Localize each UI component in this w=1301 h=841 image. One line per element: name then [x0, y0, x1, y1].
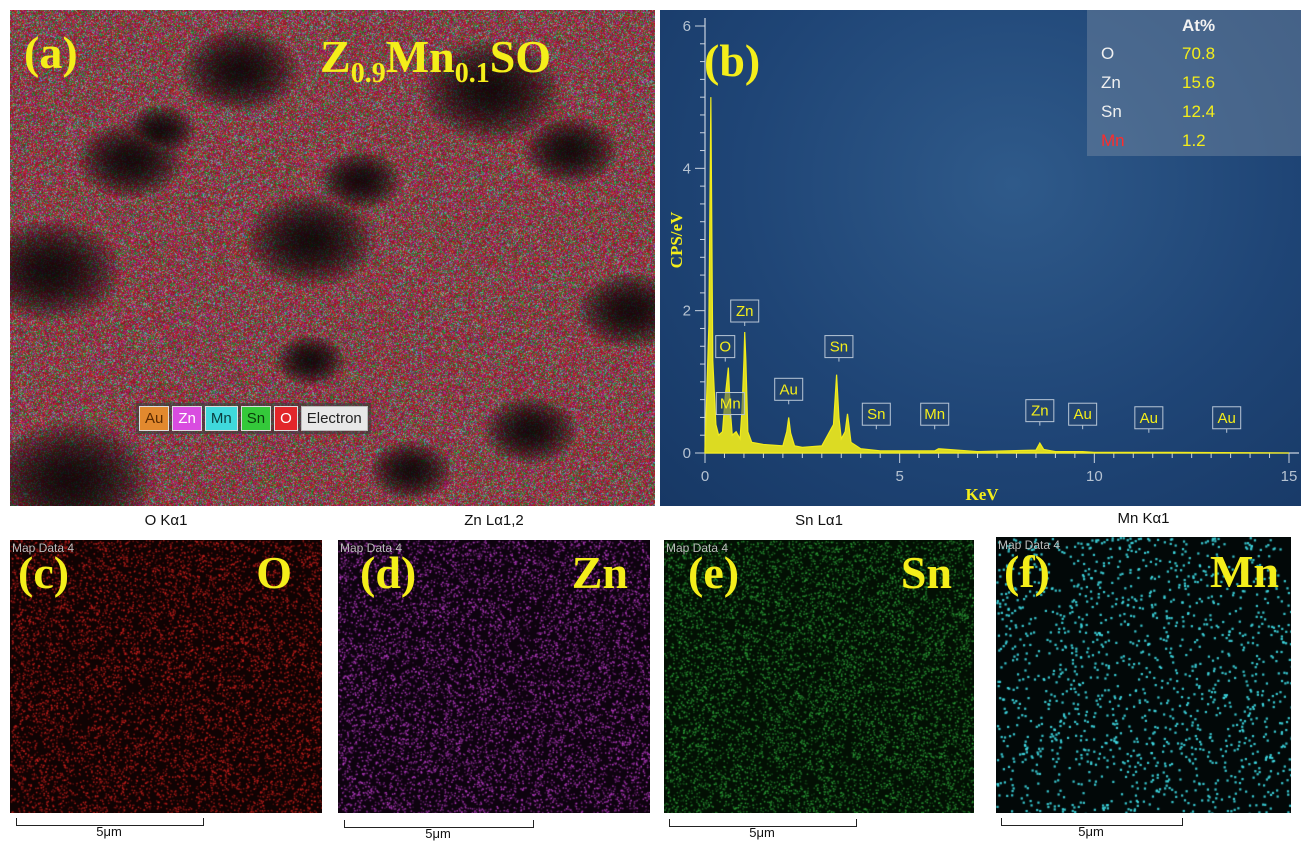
- legend-sn: Sn: [240, 406, 272, 431]
- panel-label-e: (e): [688, 547, 740, 598]
- legend-zn: Zn: [172, 406, 202, 431]
- panel-label-b: (b): [704, 35, 761, 86]
- element-label-zn: Zn: [571, 547, 628, 598]
- table-row-sn-value: 12.4: [1182, 102, 1216, 121]
- atomic-percent-table: At% O 70.8 Zn 15.6 Sn 12.4 Mn 1.2: [1087, 10, 1301, 156]
- svg-text:Au: Au: [1218, 410, 1236, 427]
- formula-sub-2: 0.1: [454, 58, 490, 90]
- svg-text:Au: Au: [1140, 410, 1158, 427]
- svg-text:Zn: Zn: [736, 303, 754, 320]
- map-caption-sn: Sn Lα1: [795, 512, 843, 529]
- svg-text:O: O: [719, 339, 731, 356]
- map-data-label-e: Map Data 4: [666, 541, 729, 555]
- panel-a-map: (a) Z0.9Mn0.1SO Au Zn Mn Sn O Electron: [10, 10, 655, 506]
- x-tick-label: 15: [1281, 468, 1298, 485]
- peak-label-mn: Mn: [715, 392, 745, 419]
- peak-label-au: Au: [1068, 402, 1098, 430]
- svg-text:Au: Au: [780, 381, 798, 398]
- scale-bar-d: [344, 820, 534, 828]
- table-row-o-value: 70.8: [1182, 44, 1216, 63]
- peak-label-sn: Sn: [824, 335, 854, 362]
- svg-text:Zn: Zn: [1031, 403, 1049, 420]
- svg-text:Sn: Sn: [830, 339, 848, 356]
- peak-label-sn: Sn: [861, 402, 891, 430]
- svg-text:Sn: Sn: [867, 406, 885, 423]
- scale-bar-c: [16, 818, 204, 826]
- map-panel-d: Map Data 4 (d) Zn: [338, 540, 650, 813]
- element-label-mn: Mn: [1210, 546, 1279, 597]
- panel-b-spectrum: 0 5 10 15 0 2 4 6 O Zn Mn Au Sn Sn Mn Zn Au Au Au KeV CPS…: [660, 10, 1301, 506]
- table-row-mn-value: 1.2: [1182, 131, 1206, 150]
- y-tick-label: 4: [683, 160, 691, 177]
- scale-bar-e: [669, 819, 857, 827]
- scale-label-f: 5μm: [1078, 824, 1104, 839]
- y-tick-label: 6: [683, 18, 691, 35]
- table-row-zn-element: Zn: [1101, 73, 1121, 92]
- map-data-label-d: Map Data 4: [340, 541, 403, 555]
- legend-electron: Electron: [300, 406, 368, 431]
- table-row-o-element: O: [1101, 44, 1115, 63]
- svg-text:Mn: Mn: [924, 406, 945, 423]
- legend-o: O: [274, 406, 298, 431]
- tin-map-canvas: [664, 540, 974, 813]
- element-label-o: O: [256, 547, 292, 598]
- map-panel-c: (c) O: [10, 540, 322, 813]
- peak-label-au: Au: [774, 377, 804, 405]
- x-tick-label: 0: [701, 468, 709, 485]
- map-caption-mn: Mn Kα1: [1117, 510, 1170, 527]
- panel-label-a: (a): [24, 27, 78, 78]
- eds-spectrum-chart: 0 5 10 15 0 2 4 6 O Zn Mn Au Sn Sn Mn Zn Au Au Au KeV CPS…: [667, 18, 1299, 504]
- formula-mn: Mn: [385, 31, 455, 82]
- table-header: At%: [1182, 16, 1216, 35]
- peak-label-zn: Zn: [1025, 399, 1055, 426]
- svg-text:Au: Au: [1073, 406, 1091, 423]
- map-data-label-c: Map Data 4: [12, 541, 75, 555]
- y-tick-label: 2: [683, 303, 691, 320]
- x-axis-label: KeV: [965, 485, 999, 504]
- y-tick-label: 0: [683, 445, 691, 462]
- table-row-mn-element: Mn: [1101, 131, 1125, 150]
- peak-label-au: Au: [1134, 406, 1164, 433]
- scale-label-c: 5μm: [96, 824, 122, 839]
- legend-mn: Mn: [204, 406, 238, 431]
- x-tick-label: 5: [895, 468, 903, 485]
- panel-label-d: (d): [360, 547, 417, 598]
- scale-label-e: 5μm: [749, 825, 775, 840]
- element-legend: Au Zn Mn Sn O Electron: [136, 403, 371, 434]
- map-panel-f: Map Data 4 (f) Mn: [996, 537, 1291, 813]
- table-row-sn-element: Sn: [1101, 102, 1122, 121]
- table-row-zn-value: 15.6: [1182, 73, 1216, 92]
- map-caption-zn: Zn Lα1,2: [464, 512, 524, 529]
- scale-bar-f: [1001, 818, 1183, 826]
- panel-label-f: (f): [1004, 546, 1050, 597]
- spectrum-line: [704, 97, 1290, 454]
- peak-label-mn: Mn: [920, 402, 950, 430]
- x-tick-label: 10: [1086, 468, 1103, 485]
- oxygen-map-canvas: [10, 540, 322, 813]
- map-caption-o: O Kα1: [144, 512, 188, 529]
- panel-label-c: (c): [18, 547, 70, 598]
- formula-z: Z: [320, 31, 351, 82]
- peak-label-o: O: [715, 335, 736, 362]
- element-label-sn: Sn: [900, 547, 952, 598]
- peak-label-au: Au: [1212, 406, 1242, 433]
- formula-label: Z0.9Mn0.1SO: [320, 34, 551, 88]
- formula-sub-1: 0.9: [350, 58, 386, 90]
- map-panel-e: Map Data 4 (e) Sn: [664, 540, 974, 813]
- scale-label-d: 5μm: [425, 826, 451, 841]
- legend-au: Au: [139, 406, 170, 431]
- manganese-map-canvas: [996, 537, 1291, 813]
- map-data-label-f: Map Data 4: [998, 538, 1061, 552]
- formula-so: SO: [489, 31, 552, 82]
- svg-text:Mn: Mn: [720, 396, 741, 413]
- y-axis-label: CPS/eV: [667, 211, 686, 268]
- zinc-map-canvas: [338, 540, 650, 813]
- peak-label-zn: Zn: [730, 299, 760, 327]
